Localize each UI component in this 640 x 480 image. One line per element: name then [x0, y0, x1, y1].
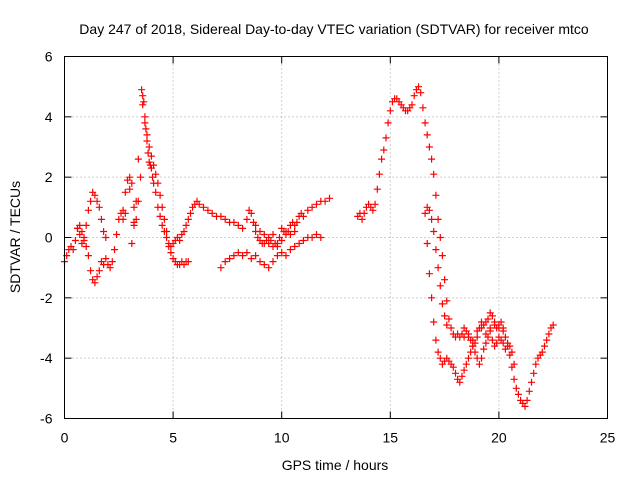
- data-point-markers-2: [74, 101, 518, 386]
- y-tick-label: 6: [45, 49, 53, 65]
- chart-title: Day 247 of 2018, Sidereal Day-to-day VTE…: [79, 21, 589, 37]
- x-tick-label: 15: [383, 430, 399, 446]
- data-point-markers-1: [61, 83, 557, 410]
- y-tick-label: 4: [45, 109, 53, 125]
- x-tick-label: 20: [491, 430, 507, 446]
- x-tick-label: 10: [274, 430, 290, 446]
- data-point-markers-3: [421, 203, 507, 344]
- x-axis-label: GPS time / hours: [282, 457, 389, 473]
- x-tick-label: 25: [600, 430, 616, 446]
- y-tick-label: -2: [40, 290, 53, 306]
- y-tick-label: -6: [40, 411, 53, 427]
- data-points: [61, 83, 557, 410]
- plot-frame: [64, 56, 608, 419]
- y-tick-label: 0: [45, 230, 53, 246]
- y-axis-label: SDTVAR / TECUs: [7, 181, 23, 293]
- y-tick-label: 2: [45, 169, 53, 185]
- grid-lines: [64, 56, 608, 419]
- data-point-markers-4: [119, 185, 364, 250]
- x-tick-label: 0: [61, 430, 69, 446]
- x-tick-label: 5: [169, 430, 177, 446]
- axis-ticks: 0 5 10 15 20 25 -6 -4 -2 0 2 4 6: [40, 49, 615, 446]
- y-tick-label: -4: [40, 350, 53, 366]
